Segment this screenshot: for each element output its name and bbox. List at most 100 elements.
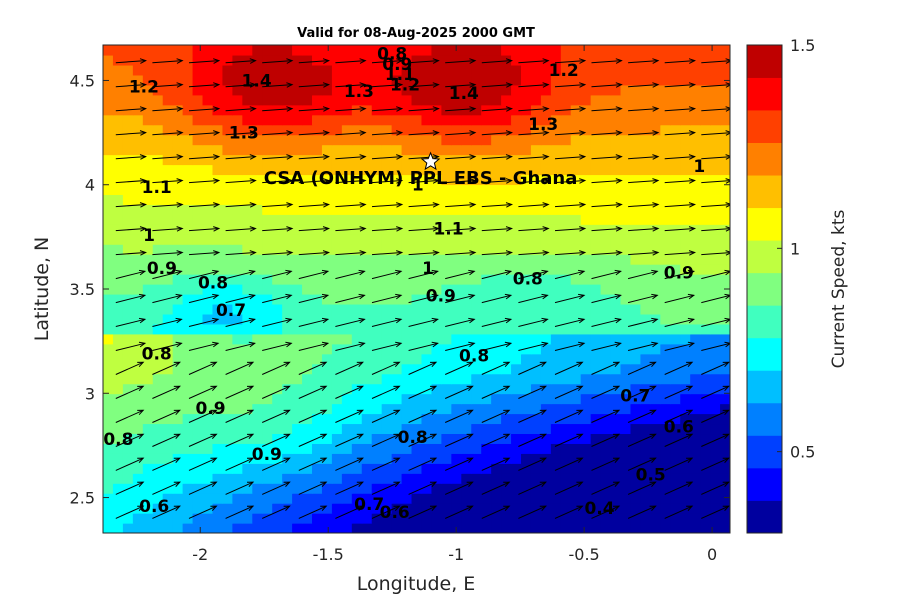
speed-cell bbox=[570, 164, 582, 176]
speed-cell bbox=[700, 493, 711, 504]
speed-cell bbox=[620, 144, 632, 156]
speed-cell bbox=[292, 204, 303, 215]
speed-cell bbox=[302, 303, 313, 315]
speed-cell bbox=[182, 74, 194, 86]
speed-cell bbox=[640, 164, 651, 176]
speed-cell bbox=[650, 284, 661, 295]
speed-cell bbox=[202, 94, 214, 106]
speed-cell bbox=[381, 154, 393, 166]
current-arrow bbox=[628, 226, 660, 232]
current-arrow bbox=[225, 341, 256, 351]
speed-cell bbox=[461, 184, 472, 195]
speed-cell bbox=[461, 234, 472, 245]
speed-cell bbox=[252, 274, 263, 285]
speed-cell bbox=[550, 323, 562, 335]
speed-cell bbox=[272, 164, 283, 176]
speed-cell bbox=[212, 204, 224, 215]
speed-cell bbox=[202, 453, 214, 464]
speed-cell bbox=[590, 224, 602, 235]
speed-cell bbox=[192, 184, 204, 195]
speed-cell bbox=[142, 45, 154, 56]
speed-cell bbox=[481, 284, 492, 295]
speed-cell bbox=[461, 114, 472, 126]
speed-cell bbox=[132, 303, 144, 315]
speed-cell bbox=[212, 254, 224, 265]
speed-cell bbox=[252, 194, 263, 205]
current-arrow bbox=[225, 58, 257, 64]
speed-cell bbox=[590, 154, 602, 166]
speed-cell bbox=[690, 453, 701, 464]
speed-cell bbox=[381, 323, 393, 335]
speed-cell bbox=[162, 114, 174, 126]
speed-cell bbox=[690, 94, 701, 106]
speed-cell bbox=[690, 194, 701, 205]
speed-cell bbox=[112, 333, 124, 345]
speed-cell bbox=[610, 443, 622, 454]
speed-cell bbox=[570, 144, 582, 156]
speed-cell bbox=[162, 254, 174, 265]
speed-cell bbox=[580, 363, 592, 375]
speed-cell bbox=[272, 353, 283, 365]
speed-cell bbox=[560, 293, 572, 305]
current-arrow bbox=[371, 269, 403, 280]
speed-cell bbox=[700, 274, 711, 285]
speed-cell bbox=[521, 214, 532, 225]
speed-cell bbox=[302, 503, 313, 514]
speed-cell bbox=[660, 45, 671, 56]
colorbar-swatch bbox=[747, 272, 782, 306]
speed-cell bbox=[282, 513, 293, 524]
speed-cell bbox=[630, 493, 642, 504]
speed-cell bbox=[550, 264, 562, 275]
current-arrow bbox=[371, 361, 401, 375]
current-arrow bbox=[225, 154, 257, 160]
current-arrow bbox=[298, 409, 328, 423]
speed-cell bbox=[401, 164, 413, 176]
speed-cell bbox=[461, 274, 472, 285]
speed-cell bbox=[162, 84, 174, 96]
speed-cell bbox=[580, 74, 592, 86]
speed-cell bbox=[252, 323, 263, 335]
speed-cell bbox=[700, 234, 711, 245]
speed-cell bbox=[451, 194, 462, 205]
speed-cell bbox=[232, 84, 243, 96]
current-arrow bbox=[225, 269, 256, 280]
speed-cell bbox=[570, 483, 582, 494]
speed-cell bbox=[680, 124, 691, 136]
current-arrow bbox=[628, 58, 660, 64]
speed-cell bbox=[720, 323, 730, 335]
speed-cell bbox=[172, 493, 184, 504]
speed-cell bbox=[521, 433, 532, 444]
speed-cell bbox=[471, 214, 482, 225]
current-arrow bbox=[481, 250, 514, 256]
speed-cell bbox=[321, 523, 333, 533]
speed-cell bbox=[212, 114, 224, 126]
speed-cell bbox=[570, 463, 582, 474]
speed-cell bbox=[351, 303, 363, 315]
current-arrow bbox=[371, 226, 404, 232]
speed-cell bbox=[540, 493, 552, 504]
speed-cell bbox=[530, 234, 542, 245]
speed-cell bbox=[351, 463, 363, 474]
speed-cell bbox=[511, 134, 522, 146]
current-arrow bbox=[701, 250, 730, 256]
speed-cell bbox=[142, 164, 154, 176]
speed-cell bbox=[312, 234, 323, 245]
speed-cell bbox=[540, 234, 552, 245]
speed-cell bbox=[550, 204, 562, 215]
speed-cell bbox=[720, 513, 730, 524]
speed-cell bbox=[252, 303, 263, 315]
speed-cell bbox=[411, 184, 423, 195]
current-arrow bbox=[627, 481, 657, 495]
speed-cell bbox=[152, 204, 164, 215]
speed-cell bbox=[441, 333, 452, 345]
speed-cell bbox=[292, 453, 303, 464]
speed-cell bbox=[321, 74, 333, 86]
speed-cell bbox=[550, 363, 562, 375]
speed-cell bbox=[341, 393, 353, 405]
current-arrow bbox=[262, 250, 294, 256]
speed-cell bbox=[441, 473, 452, 484]
speed-cell bbox=[640, 124, 651, 136]
speed-cell bbox=[600, 473, 612, 484]
speed-cell bbox=[640, 323, 651, 335]
speed-cell bbox=[312, 383, 323, 395]
